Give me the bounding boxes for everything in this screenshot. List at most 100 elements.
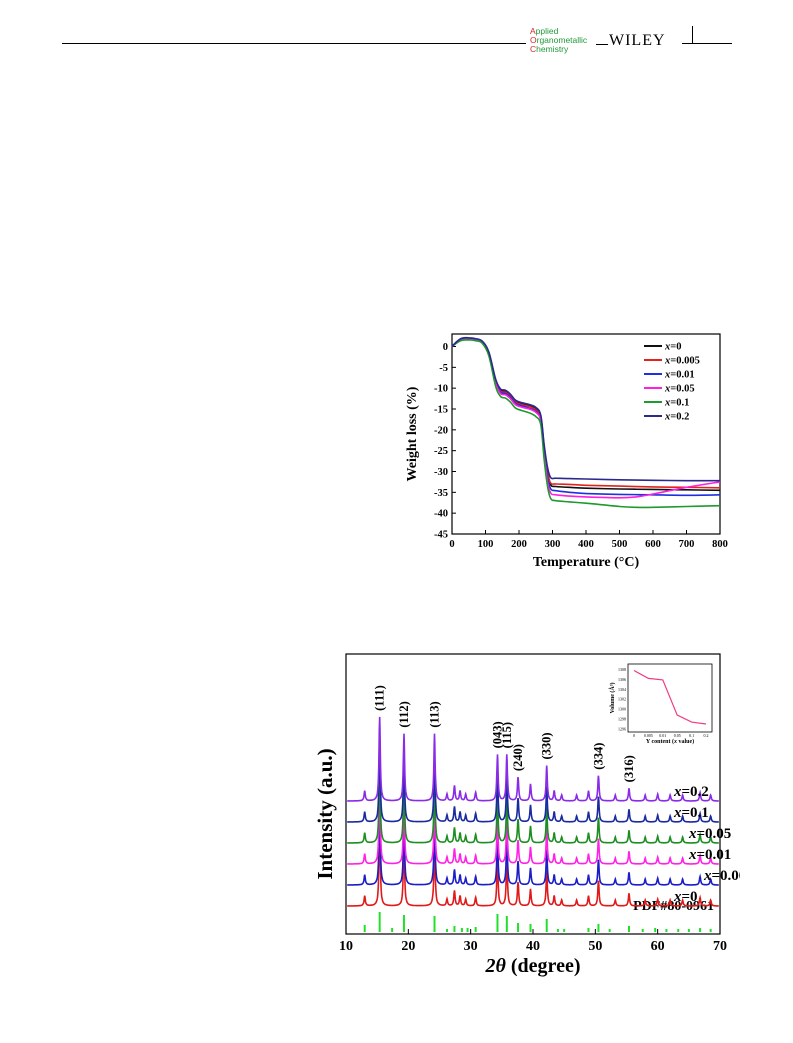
series-var: x [703,868,712,884]
legend-var: x [664,356,670,367]
series-var: x [673,805,682,821]
x-tick-label: 400 [578,539,594,550]
x-tick-label: 40 [526,939,540,954]
series-line [451,338,721,509]
journal-logo-line: Chemistry [530,44,569,54]
x-axis-var: 2θ [485,955,507,977]
series-label: x=0.05 [688,826,731,842]
inset-x-axis-prefix: Y content ( [646,738,674,745]
series-value: =0.005 [712,868,741,884]
inset-y-tick-label: 1296 [618,727,626,732]
x-tick-label: 0 [449,539,454,550]
x-tick-label: 600 [645,539,661,550]
inset-x-tick-label: 0.05 [674,733,681,738]
x-tick-label: 100 [478,539,494,550]
peak-label: (240) [511,744,525,771]
inset-x-axis-var: x [673,739,677,745]
publisher-dash [596,44,608,45]
peak-label: (111) [373,685,387,711]
legend-label: x=0 [664,342,681,353]
series-label: x=0.005 [703,868,740,884]
x-axis-label: Temperature (°C) [533,555,640,570]
series-var: x [673,889,682,905]
publisher-logo: WILEY [609,32,666,49]
y-tick-label: -20 [434,425,448,436]
inset-y-tick-label: 1302 [618,697,626,702]
series-value: =0.1 [682,805,709,821]
series-pattern [347,779,719,865]
series-value: =0 [682,889,698,905]
series-value: =0.05 [697,826,732,842]
x-tick-label: 300 [545,539,561,550]
inset-y-tick-label: 1304 [618,687,626,692]
series-label: x=0.01 [688,847,731,863]
x-axis-label: 2θ (degree) [485,955,581,977]
header-rule [62,43,526,44]
legend-var: x [664,412,670,423]
series-var: x [688,847,697,863]
peak-label: (113) [428,701,442,727]
inset-line [633,669,707,725]
inset-x-axis-label: Y content (x value) [646,738,694,745]
legend-var: x [664,342,670,353]
header-rule-right [682,43,732,44]
legend-label: x=0.005 [664,356,700,367]
inset-y-tick-label: 1298 [618,717,626,722]
series-line [451,336,720,482]
inset-y-tick-label: 1308 [618,667,626,672]
series-pattern [347,737,719,823]
journal-logo: Applied Organometallic Chemistry [530,27,587,54]
y-tick-label: -15 [434,405,448,416]
y-tick-label: -10 [434,384,448,395]
x-tick-label: 70 [713,939,727,954]
peak-label: (316) [622,755,636,782]
x-tick-label: 800 [712,539,728,550]
series-value: =0.01 [697,847,732,863]
series-var: x [673,784,682,800]
legend-var: x [664,398,670,409]
legend-label: x=0.01 [664,370,695,381]
inset-x-tick-label: 0.2 [704,733,709,738]
x-tick-label: 200 [511,539,527,550]
peak-label: (115) [500,722,514,748]
x-tick-label: 30 [464,939,478,954]
x-tick-label: 10 [339,939,353,954]
y-tick-label: -40 [434,509,448,520]
series-label: x=0.1 [673,805,709,821]
y-tick-label: 0 [443,342,448,353]
legend-value: =0.005 [670,356,700,367]
y-axis-label: Weight loss (%) [405,386,420,481]
peak-label: (043) [490,721,504,748]
legend-value: =0 [670,342,681,353]
reference-label: PDF#80-0961 [633,899,714,914]
x-tick-label: 700 [679,539,695,550]
series-value: =0.2 [682,784,709,800]
x-tick-label: 500 [612,539,628,550]
y-tick-label: -25 [434,446,448,457]
xrd-chart: 10 20 30 40 50 60 70 2θ (degree) Intensity (a.u.… [313,653,740,977]
legend-var: x [664,384,670,395]
series-label: x=0.2 [673,784,709,800]
x-tick-label: 50 [588,939,602,954]
inset-y-tick-label: 1300 [618,707,626,712]
journal-logo-line: Organometallic [530,35,588,45]
y-tick-label: -45 [434,530,448,541]
series-pattern [347,821,719,907]
series-var: x [688,826,697,842]
peak-label: (112) [397,701,411,727]
inset-y-tick-label: 1306 [618,677,626,682]
y-tick-label: -35 [434,488,448,499]
inset-x-tick-label: 0.01 [659,733,666,738]
inset-x-tick-label: 0.1 [689,733,694,738]
legend-value: =0.05 [670,384,694,395]
legend-value: =0.2 [670,412,689,423]
inset-y-axis-label: Volume (Å³) [608,682,616,713]
inset-x-tick-label: 0.005 [644,733,653,738]
legend-value: =0.1 [670,398,689,409]
series-label: x=0 [673,889,698,905]
inset-x-tick-label: 0 [633,733,635,738]
legend-label: x=0.05 [664,384,695,395]
series-pattern [347,716,719,802]
legend-label: x=0.2 [664,412,689,423]
journal-logo-line: Applied [530,26,559,36]
